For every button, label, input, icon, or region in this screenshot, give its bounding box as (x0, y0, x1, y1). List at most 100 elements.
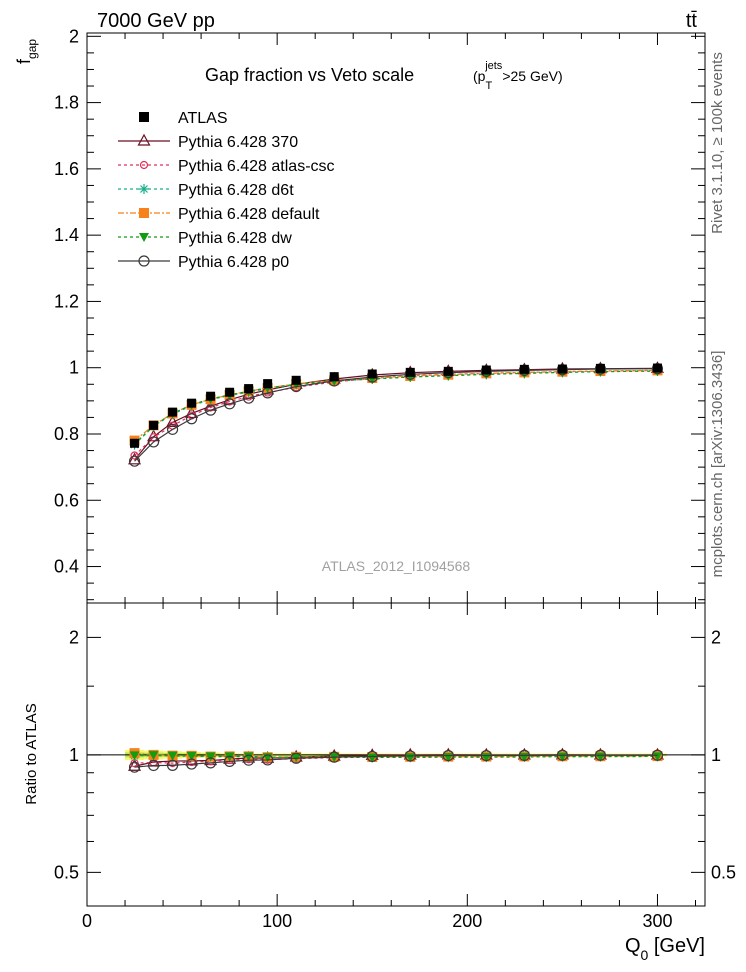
data-point (130, 438, 140, 448)
y-axis-label-ratio: Ratio to ATLAS (23, 703, 40, 804)
series-point-main (130, 451, 139, 460)
series-point-ratio (147, 759, 160, 772)
legend-entry: Pythia 6.428 atlas-csc (118, 158, 335, 175)
y-tick-label-main: 1.8 (54, 93, 79, 113)
series-point-ratio (205, 757, 217, 769)
data-point (405, 367, 415, 377)
legend-entry: Pythia 6.428 dw (118, 230, 292, 247)
legend-marker (139, 112, 149, 122)
legend-label: Pythia 6.428 atlas-csc (178, 158, 335, 175)
data-point (225, 387, 235, 397)
series-point-ratio (367, 753, 378, 763)
legend-marker (139, 233, 149, 242)
rivet-version-label: Rivet 3.1.10, ≥ 100k events (709, 52, 726, 234)
series-point-ratio (480, 749, 492, 762)
y-tick-label-ratio-right: 2 (711, 627, 721, 647)
chart-title-main: Gap fraction vs Veto scale (205, 65, 414, 85)
series-point-ratio (166, 759, 179, 771)
data-point (168, 407, 178, 417)
series-point-ratio (186, 751, 197, 761)
series-point-ratio (290, 752, 302, 764)
y-axis-label-main: fgap (14, 39, 39, 64)
series-point-ratio (243, 754, 255, 766)
chart-title-cut: (pTjets>25 GeV) (473, 60, 563, 92)
cut-prefix: (p (473, 68, 486, 84)
legend-marker (139, 208, 149, 218)
legend-label: Pythia 6.428 370 (178, 134, 298, 151)
series-point-ratio (291, 753, 302, 763)
x-tick-label: 100 (262, 911, 292, 931)
data-point (149, 420, 159, 430)
series-point-ratio (128, 761, 141, 773)
series-line-ratio (134, 754, 658, 768)
series-point-ratio (167, 751, 178, 761)
series-atlas-data (130, 363, 662, 448)
legend-marker (139, 184, 149, 194)
chart-title: Gap fraction vs Veto scale (205, 65, 414, 85)
series-point-ratio (404, 750, 416, 762)
series-layer (128, 361, 664, 773)
data-point (595, 363, 605, 373)
y-tick-label-ratio: 0.5 (54, 862, 79, 882)
cut-subscript: T (485, 80, 492, 92)
data-point (557, 364, 567, 374)
series-point-main (243, 392, 255, 404)
x-tick-label: 300 (642, 911, 672, 931)
series-line-ratio (134, 754, 658, 759)
data-point (263, 379, 273, 389)
legend-entry: Pythia 6.428 default (118, 206, 320, 223)
series-line-main (134, 368, 658, 462)
legend-marker (137, 133, 151, 146)
legend-label: Pythia 6.428 p0 (178, 254, 289, 271)
series-point-ratio (185, 758, 198, 770)
data-point (329, 372, 339, 382)
y-tick-label-main: 0.4 (54, 557, 79, 577)
data-point (244, 384, 254, 394)
legend-label: ATLAS (178, 110, 228, 127)
series-point-main (224, 398, 236, 410)
series-point-ratio (224, 755, 236, 768)
data-point (291, 375, 301, 385)
legend-label: Pythia 6.428 default (178, 206, 320, 223)
legend: ATLAS Pythia 6.428 370 Pythia 6.428 atlas-… (118, 110, 335, 271)
x-axis-label: Q0 [GeV] (625, 935, 705, 963)
series-point-main (166, 423, 179, 435)
data-point (481, 365, 491, 375)
data-point (652, 363, 662, 373)
y-tick-label-main: 1.4 (54, 225, 79, 245)
legend-marker (138, 255, 150, 267)
axes-layer: 0 100 200 300 0.4 0.6 0.8 1 1.2 1.4 1.6 1.8 2 0.5 0.5 1… (54, 26, 736, 931)
y-tick-label-main: 2 (69, 26, 79, 46)
analysis-watermark: ATLAS_2012_I1094568 (322, 558, 471, 574)
legend-entry: Pythia 6.428 d6t (118, 182, 294, 199)
y-tick-label-main: 0.8 (54, 424, 79, 444)
x-tick-label: 200 (452, 911, 482, 931)
legend-entry: Pythia 6.428 p0 (118, 254, 289, 271)
mcplots-label: mcplots.cern.ch [arXiv:1306.3436] (709, 351, 726, 578)
series-line-main (134, 369, 658, 456)
energy-label: 7000 GeV pp (97, 10, 215, 32)
legend-entry: Pythia 6.428 370 (118, 133, 298, 151)
series-point-ratio (262, 754, 274, 766)
series-point-ratio (594, 749, 607, 761)
legend-entry: ATLAS (139, 110, 228, 127)
series-point-ratio (328, 751, 340, 763)
cut-superscript: jets (484, 60, 503, 72)
data-point (367, 369, 377, 379)
data-point (519, 364, 529, 374)
y-tick-label-main: 0.6 (54, 490, 79, 510)
legend-label: Pythia 6.428 d6t (178, 182, 294, 199)
y-tick-label-ratio-right: 1 (711, 745, 721, 765)
series-point-ratio (205, 752, 216, 762)
y-tick-label-ratio: 1 (69, 745, 79, 765)
y-tick-label-main: 1 (69, 358, 79, 378)
data-point (206, 391, 216, 401)
series-point-main (149, 433, 158, 442)
series-line-main (134, 370, 658, 446)
series-point-main (205, 404, 217, 416)
series-point-ratio (129, 751, 140, 761)
series-point-ratio (651, 749, 664, 761)
y-tick-label-ratio-right: 0.5 (711, 862, 736, 882)
series-point-ratio (442, 749, 454, 762)
